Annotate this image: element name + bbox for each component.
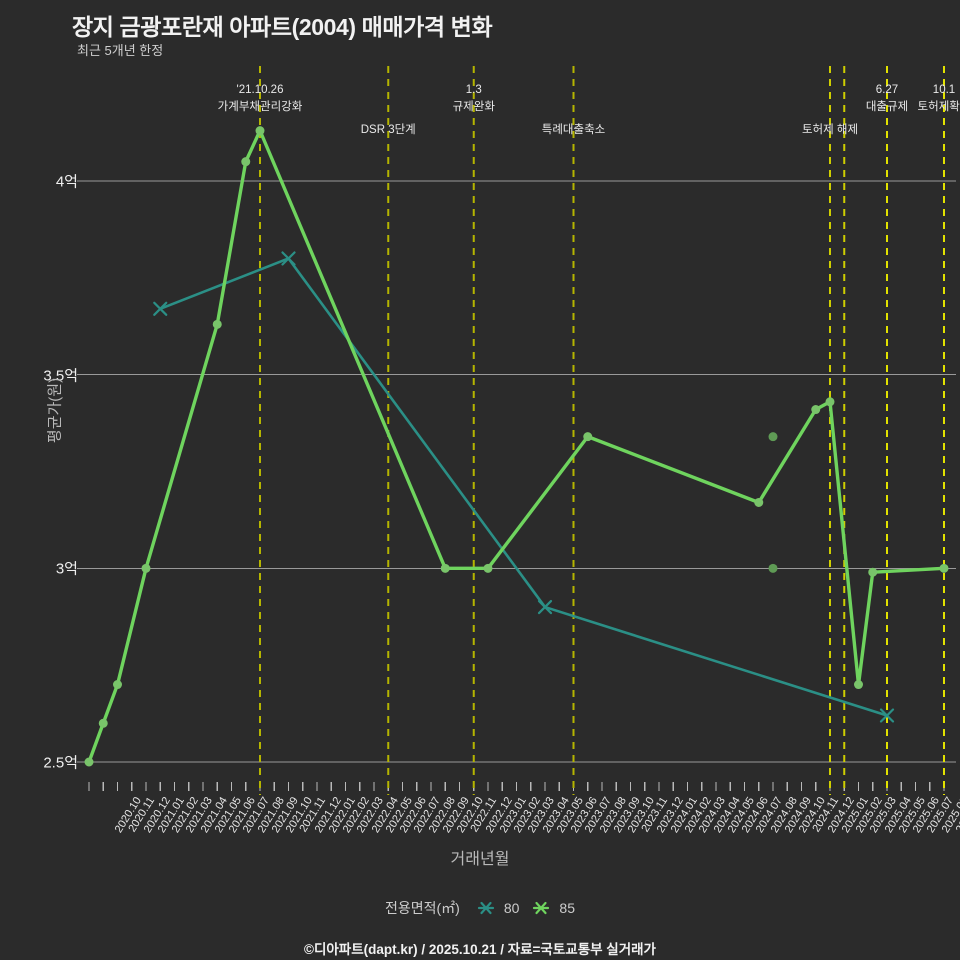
data-point-marker[interactable] [84,757,94,767]
x-axis-label: 거래년월 [450,851,510,868]
annotation-line: 6.27 [875,84,899,96]
y-axis-tick-label: 2.5억 [43,754,78,772]
data-point-marker[interactable] [98,718,108,728]
annotation-label: '21.10.26 가계부채관리강화 [218,82,303,116]
asterisk-icon [533,901,550,915]
data-point-marker[interactable] [939,563,949,573]
annotation-line: 토허제확대 [917,101,960,113]
asterisk-icon [477,901,494,915]
data-point-marker[interactable] [854,680,863,690]
data-point-marker[interactable] [281,251,296,266]
y-axis-tick-label: 3.5억 [43,367,78,385]
data-point-marker[interactable] [754,497,764,507]
annotation-line: DSR 3단계 [360,124,416,136]
annotation-label: 특례대출축소 [542,122,605,139]
y-axis-label: 평균가(원) [46,377,64,444]
data-point-marker[interactable] [255,126,265,136]
legend-item-85[interactable]: 85 [530,900,575,916]
data-point-marker[interactable] [811,405,821,415]
series-line-80 [158,257,889,717]
annotation-label: 10.1 토허제확대 [918,82,960,116]
data-point-marker[interactable] [537,599,553,615]
y-axis-tick-label: 3억 [55,560,78,578]
y-axis-tick: 3.5억 [0,367,78,396]
annotation-line: 가계부채관리강화 [217,101,303,113]
data-point-marker[interactable] [483,563,493,573]
data-point-marker[interactable] [825,397,835,407]
annotation-label: 1.3 규제완화 [453,82,495,116]
data-point-marker[interactable] [113,680,122,690]
data-point-marker[interactable] [241,157,251,167]
annotation-label: 토허제 해제 [802,122,858,139]
annotation-line: 10.1 [932,84,956,96]
annotation-label: DSR 3단계 [361,122,416,139]
y-axis-tick: 2.5억 [0,755,78,783]
legend-item-80[interactable]: 80 [475,900,520,916]
annotation-line: '21.10.26 [236,84,284,96]
annotation-line: 토허제 해제 [801,124,859,136]
annotation-line: 규제완화 [452,101,495,113]
page-subtitle: 최근 5개년 한정 [77,43,164,58]
series-line-85 [87,128,946,764]
data-point-marker[interactable] [141,563,151,573]
y-axis-tick: 3억 [0,561,78,589]
data-point-marker[interactable] [868,567,878,577]
data-point-marker[interactable] [583,432,593,442]
chart-legend: 전용면적(㎡) 80 85 [0,898,960,918]
legend-label-85: 85 [559,900,575,916]
legend-title: 전용면적(㎡) [384,900,460,916]
data-point-marker[interactable] [879,708,895,723]
footer-credit: ©디아파트(dapt.kr) / 2025.10.21 / 자료=국토교통부 실… [304,942,656,957]
data-point-marker[interactable] [440,563,450,573]
data-point-marker-isolated[interactable] [768,432,778,442]
annotation-line: 특례대출축소 [541,124,606,136]
data-point-marker-isolated[interactable] [768,563,778,573]
page-title: 장지 금광포란재 아파트(2004) 매매가격 변화 [72,14,493,40]
annotation-line: 1.3 [465,84,482,96]
annotation-label: 6.27 대출규제 [866,82,908,116]
annotation-line: 대출규제 [865,101,909,113]
y-axis-tick-label: 4억 [55,173,78,191]
data-point-marker[interactable] [212,319,222,329]
data-point-marker[interactable] [153,301,168,316]
legend-label-80: 80 [503,900,520,916]
y-axis-tick: 4억 [0,174,78,202]
